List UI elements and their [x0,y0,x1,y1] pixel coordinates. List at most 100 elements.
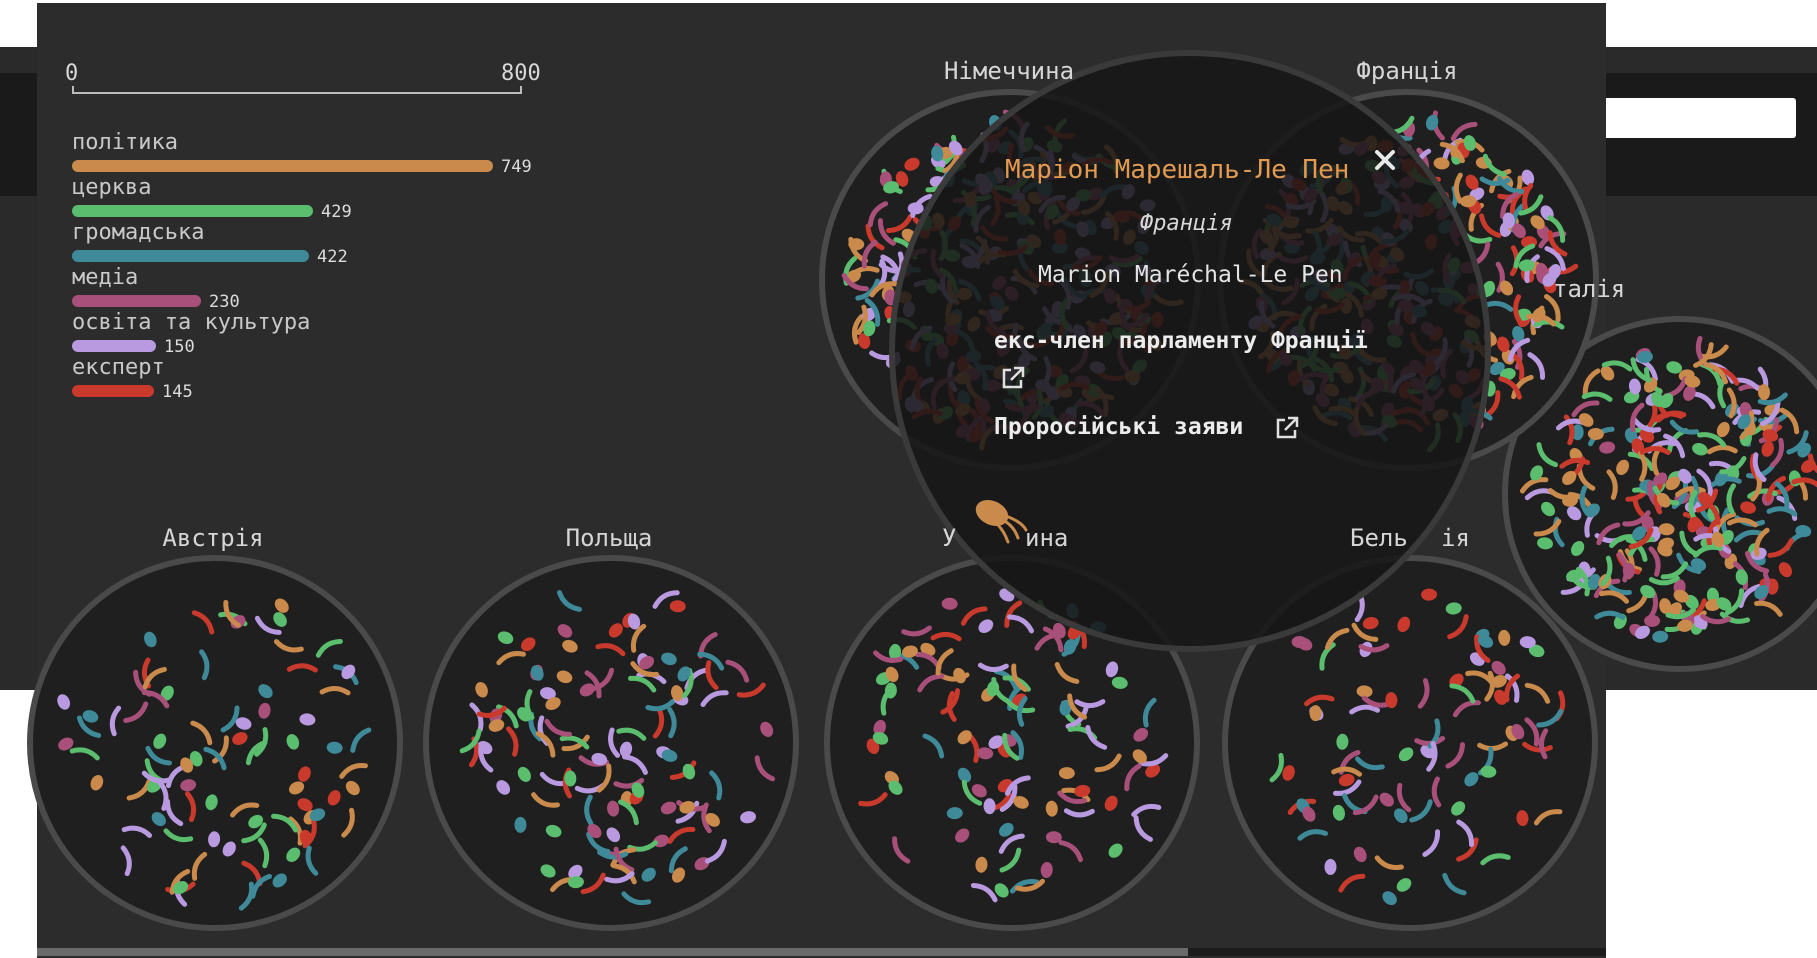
external-link-icon[interactable] [999,364,1027,392]
bacterium-icon[interactable] [1676,618,1694,633]
bacterium-icon[interactable] [841,272,869,292]
bacterium-icon[interactable] [1693,544,1724,558]
bacterium-icon[interactable] [864,297,881,327]
bacterium-icon[interactable] [1331,766,1363,777]
bacterium-icon[interactable] [506,726,519,757]
bacterium-icon[interactable] [529,663,546,682]
bacterium-icon[interactable] [577,681,597,699]
bacterium-icon[interactable] [869,281,899,298]
bacterium-icon[interactable] [1700,614,1732,625]
bacterium-icon[interactable] [565,862,585,882]
bacterium-icon[interactable] [1356,685,1373,699]
bacterium-icon[interactable] [976,617,996,636]
bacterium-icon[interactable] [922,733,945,759]
bacterium-icon[interactable] [1754,527,1770,557]
bacterium-icon[interactable] [867,201,889,228]
bacterium-icon[interactable] [946,807,963,820]
bacterium-icon[interactable] [1513,294,1523,326]
bacterium-icon[interactable] [960,606,988,626]
bacterium-icon[interactable] [1324,627,1350,650]
bacterium-icon[interactable] [1697,432,1727,448]
bacterium-icon[interactable] [1495,261,1505,293]
bacterium-icon[interactable] [628,675,657,693]
bacterium-icon[interactable] [199,649,210,681]
bacterium-icon[interactable] [1568,539,1587,559]
bacterium-icon[interactable] [851,314,864,345]
bacterium-icon[interactable] [1630,357,1652,383]
bacterium-icon[interactable] [1630,402,1645,433]
bacterium-icon[interactable] [606,800,620,817]
bacterium-icon[interactable] [667,707,677,739]
bacterium-icon[interactable] [315,638,343,658]
bacterium-icon[interactable] [230,802,260,818]
bacterium-icon[interactable] [514,816,527,833]
bacterium-icon[interactable] [1665,360,1684,376]
bacterium-icon[interactable] [1111,676,1129,691]
bacterium-icon[interactable] [999,784,1018,812]
bacterium-icon[interactable] [559,735,590,750]
bacterium-icon[interactable] [141,690,170,709]
bacterium-icon[interactable] [1795,524,1813,538]
bacterium-icon[interactable] [561,734,590,752]
bacterium-icon[interactable] [1131,803,1162,817]
bacterium-icon[interactable] [308,806,328,824]
bacterium-icon[interactable] [296,764,313,783]
bacterium-icon[interactable] [584,670,602,699]
bacterium-icon[interactable] [986,680,1001,698]
bacterium-icon[interactable] [882,179,901,195]
bacterium-icon[interactable] [1074,699,1106,709]
bacterium-icon[interactable] [1450,121,1478,142]
bacterium-icon[interactable] [1421,588,1438,601]
close-icon[interactable] [1370,145,1400,175]
bacterium-icon[interactable] [1632,417,1662,433]
bacterium-icon[interactable] [621,891,652,906]
bacterium-icon[interactable] [1575,566,1591,597]
bacterium-icon[interactable] [473,680,490,699]
bacterium-icon[interactable] [341,807,355,838]
bacterium-icon[interactable] [1525,313,1556,327]
bacterium-icon[interactable] [1536,536,1554,550]
bacterium-icon[interactable] [910,193,933,218]
bacterium-icon[interactable] [1734,568,1749,586]
bacterium-icon[interactable] [1751,582,1771,602]
bacterium-icon[interactable] [1710,476,1742,487]
bacterium-icon[interactable] [1482,153,1507,177]
bacterium-icon[interactable] [977,746,994,760]
bacterium-icon[interactable] [590,667,615,692]
bacterium-icon[interactable] [1489,673,1508,690]
bacterium-icon[interactable] [584,794,594,826]
bacterium-icon[interactable] [888,643,902,660]
bacterium-icon[interactable] [1480,765,1497,778]
bacterium-icon[interactable] [1601,360,1633,372]
bacterium-icon[interactable] [645,698,676,712]
bacterium-icon[interactable] [257,837,270,869]
bacterium-icon[interactable] [1510,325,1526,344]
bacterium-icon[interactable] [1300,804,1318,824]
bacterium-icon[interactable] [660,748,679,764]
bacterium-icon[interactable] [1058,767,1075,780]
bacterium-icon[interactable] [1504,673,1521,703]
bacterium-icon[interactable] [1337,772,1356,788]
bacterium-icon[interactable] [1528,212,1548,232]
bacterium-icon[interactable] [1487,359,1507,378]
bacterium-icon[interactable] [1445,602,1462,616]
bacterium-icon[interactable] [560,638,579,655]
bacterium-icon[interactable] [1706,444,1738,455]
bacterium-icon[interactable] [1011,663,1028,692]
bacterium-icon[interactable] [254,615,282,635]
bacterium-icon[interactable] [555,668,574,685]
bacterium-icon[interactable] [1714,594,1734,613]
bacterium-icon[interactable] [1474,634,1491,663]
bacterium-icon[interactable] [884,682,897,699]
bacterium-icon[interactable] [1453,172,1463,204]
bacterium-icon[interactable] [1629,523,1649,543]
bacterium-icon[interactable] [230,730,250,748]
bacterium-icon[interactable] [901,625,932,637]
bacterium-icon[interactable] [1637,426,1657,445]
bacterium-icon[interactable] [871,730,890,747]
bacterium-icon[interactable] [1462,769,1482,789]
bacterium-icon[interactable] [1807,453,1817,476]
bacterium-icon[interactable] [191,610,215,635]
bacterium-icon[interactable] [191,851,208,881]
bacterium-icon[interactable] [1690,441,1709,458]
